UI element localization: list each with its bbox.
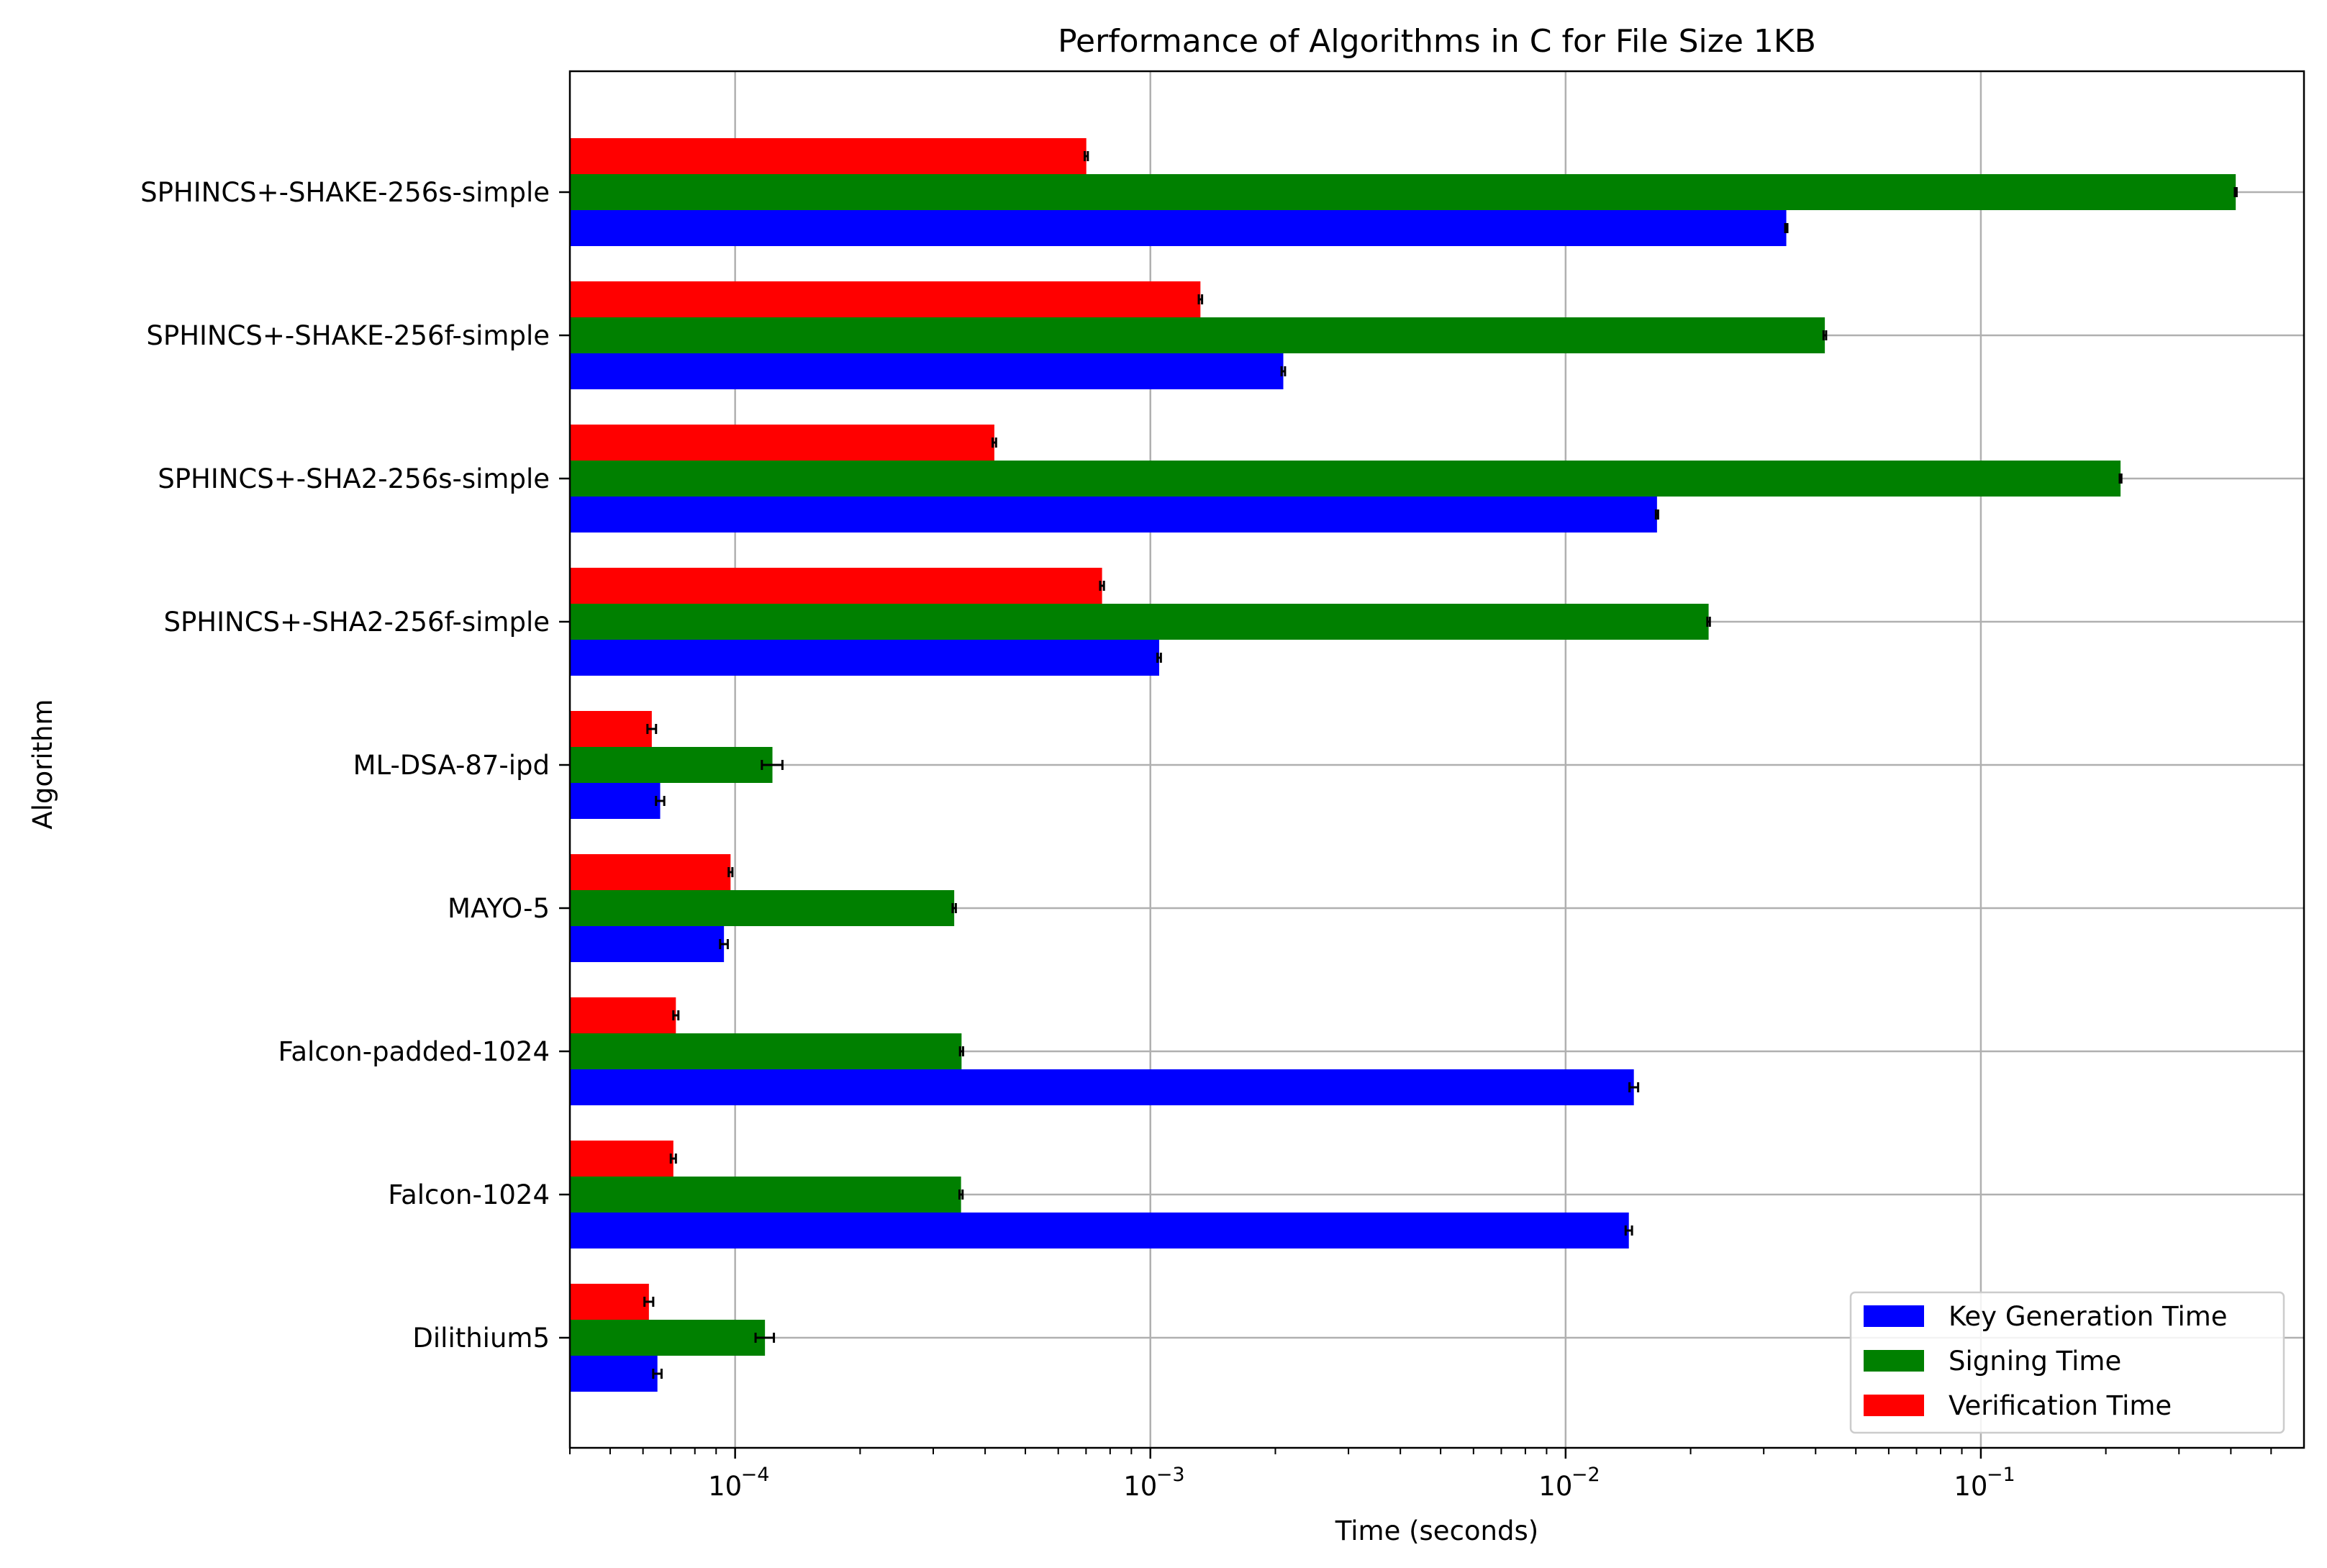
bar — [570, 640, 1159, 676]
bar — [570, 854, 731, 890]
bar — [570, 138, 1087, 174]
y-tick-label: MAYO-5 — [448, 893, 550, 924]
bar — [570, 568, 1102, 604]
bar — [570, 281, 1201, 317]
y-tick-label: SPHINCS+-SHAKE-256s-simple — [140, 177, 550, 208]
bar — [570, 1177, 961, 1213]
bar — [570, 926, 725, 962]
bar — [570, 890, 955, 926]
bar — [570, 461, 2121, 497]
bar — [570, 497, 1657, 533]
y-tick-label: Dilithium5 — [412, 1323, 550, 1354]
x-axis-label: Time (seconds) — [1335, 1515, 1538, 1546]
y-tick-label: Falcon-padded-1024 — [278, 1036, 550, 1067]
y-tick-label: SPHINCS+-SHA2-256s-simple — [158, 463, 550, 494]
bar — [570, 783, 661, 819]
y-tick-label: SPHINCS+-SHA2-256f-simple — [164, 607, 550, 638]
bar — [570, 1213, 1629, 1248]
x-tick-exponent: −1 — [1987, 1464, 2015, 1486]
bars-layer — [570, 138, 2238, 1392]
bar — [570, 1141, 673, 1177]
legend-swatch — [1864, 1305, 1924, 1327]
legend-label: Key Generation Time — [1949, 1301, 2228, 1332]
y-tick-label: SPHINCS+-SHAKE-256f-simple — [146, 320, 550, 351]
axes-layer: 10−4 10−3 10−2 10−1Dilithium5Falcon-1024Fal… — [140, 70, 2305, 1502]
legend-label: Signing Time — [1949, 1346, 2121, 1377]
bar — [570, 1284, 649, 1320]
legend-box — [1849, 1291, 2285, 1434]
x-tick-exponent: −4 — [741, 1464, 770, 1486]
y-tick-label: Falcon-1024 — [388, 1179, 550, 1210]
bar — [570, 174, 2236, 210]
bar — [570, 1356, 658, 1392]
bar — [570, 604, 1709, 640]
y-tick-label: ML-DSA-87-ipd — [353, 750, 550, 781]
x-tick-label: 10 — [1538, 1471, 1572, 1502]
bar — [570, 1069, 1634, 1105]
x-tick-label: 10 — [708, 1471, 742, 1502]
bar — [570, 353, 1284, 389]
bar — [570, 1320, 766, 1356]
legend: Key Generation Time Signing Time Verificat… — [1849, 1291, 2285, 1434]
bar — [570, 317, 1825, 353]
bar — [570, 711, 652, 747]
x-tick-exponent: −3 — [1156, 1464, 1185, 1486]
chart-title: Performance of Algorithms in C for File … — [1058, 23, 1816, 60]
bar — [570, 425, 994, 461]
bar — [570, 997, 676, 1033]
legend-label: Verification Time — [1949, 1390, 2172, 1421]
x-tick-label: 10 — [1954, 1471, 1987, 1502]
bar — [570, 210, 1787, 246]
x-tick-exponent: −2 — [1571, 1464, 1600, 1486]
x-tick-label: 10 — [1123, 1471, 1157, 1502]
legend-swatch — [1864, 1350, 1924, 1372]
plot-frame — [568, 70, 2305, 1449]
bar — [570, 747, 773, 783]
legend-swatch — [1864, 1395, 1924, 1416]
bar — [570, 1033, 962, 1069]
y-axis-label: Algorithm — [27, 699, 58, 829]
